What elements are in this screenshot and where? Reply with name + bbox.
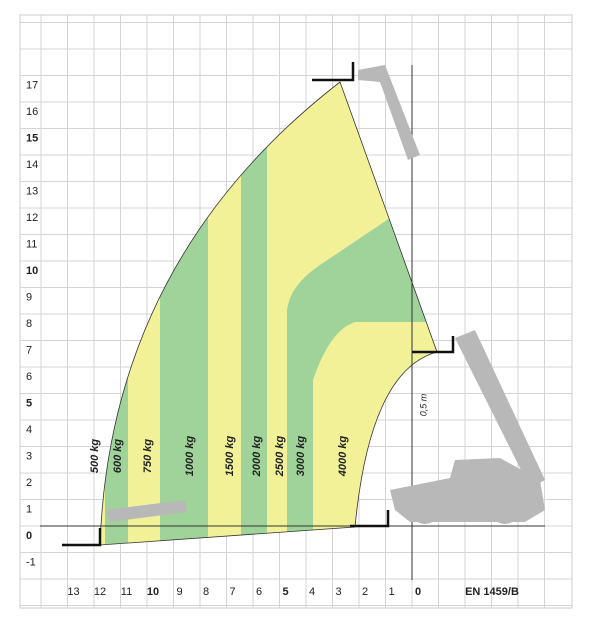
load-label: 500 kg <box>89 439 101 474</box>
load-label: 4000 kg <box>337 436 349 478</box>
x-tick-label: 3 <box>335 586 341 598</box>
x-tick-label: 10 <box>147 586 159 598</box>
y-tick-label: 3 <box>26 450 32 462</box>
x-tick-label: 13 <box>67 586 79 598</box>
load-label: 1500 kg <box>224 436 236 477</box>
x-tick-label: 6 <box>256 586 262 598</box>
load-label: 750 kg <box>142 439 154 474</box>
fork <box>62 528 102 547</box>
load-label: 2500 kg <box>274 436 286 478</box>
x-tick-label: 2 <box>362 586 368 598</box>
y-tick-label: 8 <box>26 318 32 330</box>
x-tick-label: 9 <box>176 586 182 598</box>
x-tick-label: 12 <box>94 586 106 598</box>
y-tick-label: 6 <box>26 371 32 383</box>
y-tick-label: 15 <box>26 132 38 144</box>
green-band <box>287 218 437 545</box>
dimension-label: 0,5 m <box>418 393 428 416</box>
y-tick-label: 4 <box>26 424 32 436</box>
x-tick-label: 0 <box>415 586 421 598</box>
y-tick-label: 2 <box>26 477 32 489</box>
boom-low <box>105 500 187 522</box>
y-tick-label: 0 <box>26 530 32 542</box>
y-tick-label: -1 <box>26 556 36 568</box>
x-tick-label: 5 <box>282 586 288 598</box>
x-tick-label: 11 <box>121 586 132 598</box>
y-tick-label: 13 <box>26 185 38 197</box>
y-tick-label: 11 <box>26 238 37 250</box>
wheel <box>491 496 519 524</box>
x-tick-label: 4 <box>309 586 315 598</box>
fork <box>350 510 390 528</box>
y-tick-label: 10 <box>26 265 38 277</box>
x-tick-label: 7 <box>229 586 235 598</box>
y-tick-label: 5 <box>26 397 32 409</box>
y-tick-label: 16 <box>26 106 38 118</box>
fork <box>312 62 355 82</box>
wheel <box>411 496 439 524</box>
forks <box>62 62 455 547</box>
fork <box>412 336 455 354</box>
load-label: 1000 kg <box>184 436 196 477</box>
y-tick-label: 14 <box>26 159 38 171</box>
load-label: 600 kg <box>112 439 124 474</box>
standard-label: EN 1459/B <box>465 586 519 598</box>
boom-top <box>358 65 420 160</box>
y-tick-label: 7 <box>26 344 32 356</box>
load-label: 2000 kg <box>251 436 263 478</box>
boom-mid <box>455 330 545 488</box>
y-tick-label: 12 <box>26 212 38 224</box>
load-label: 3000 kg <box>295 436 307 477</box>
x-tick-label: 8 <box>203 586 209 598</box>
y-tick-label: 9 <box>26 291 32 303</box>
envelope-outline <box>99 81 438 546</box>
y-tick-label: 17 <box>26 79 38 91</box>
x-tick-label: 1 <box>388 586 394 598</box>
machine <box>105 65 545 524</box>
y-tick-label: 1 <box>26 503 32 515</box>
